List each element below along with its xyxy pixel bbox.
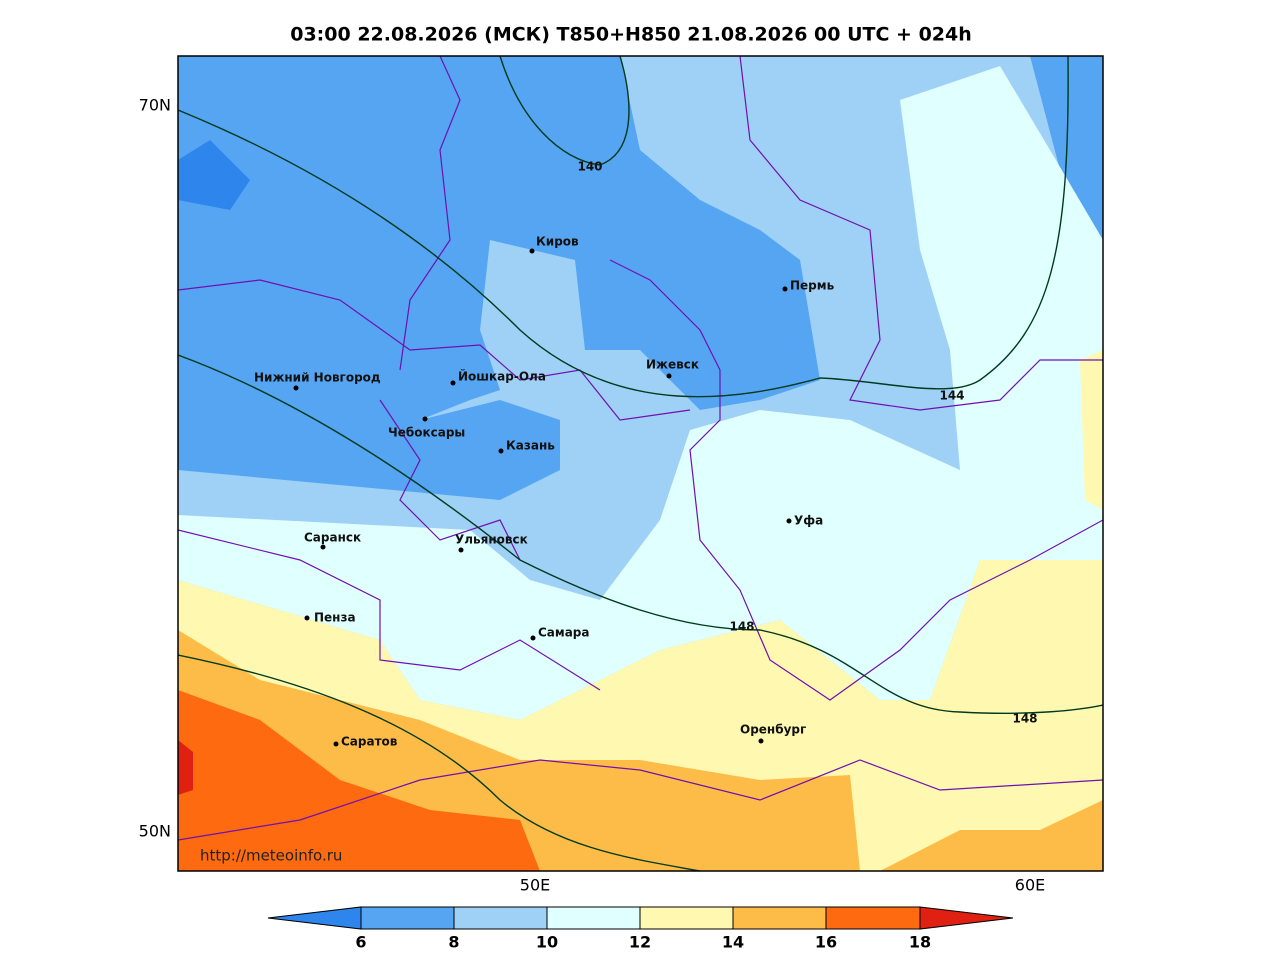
colorbar — [267, 906, 1014, 930]
contour-label: 144 — [939, 389, 964, 403]
colorbar-tick: 8 — [448, 933, 459, 952]
credit: http://meteoinfo.ru — [200, 847, 342, 865]
city-label: Саранск — [304, 531, 361, 545]
colorbar-tick: 18 — [909, 933, 931, 952]
city-label: Саратов — [341, 735, 398, 749]
city-label: Киров — [536, 235, 579, 249]
lat-label: 70N — [139, 96, 171, 115]
contour-label: 140 — [577, 160, 602, 174]
map-title: 03:00 22.08.2026 (МСК) T850+H850 21.08.2… — [290, 24, 972, 46]
city-label: Пермь — [790, 279, 835, 293]
cities: Киров Пермь Нижний Новгород Йошкар-Ола И… — [254, 235, 835, 749]
city-label: Нижний Новгород — [254, 371, 381, 385]
city-label: Уфа — [794, 514, 823, 528]
colorbar-tick: 14 — [722, 933, 744, 952]
lon-label: 50E — [520, 876, 550, 895]
temperature-field — [178, 56, 1103, 871]
colorbar-tick: 12 — [629, 933, 651, 952]
lon-label: 60E — [1015, 876, 1045, 895]
borders — [178, 56, 1103, 841]
colorbar-ticks: 6 8 10 12 14 16 18 — [355, 933, 931, 952]
city-label: Самара — [538, 626, 590, 640]
contour-label: 148 — [1012, 712, 1037, 726]
city-label: Пенза — [314, 611, 356, 625]
city-label: Йошкар-Ола — [458, 369, 546, 384]
map-frame — [177, 55, 1104, 872]
colorbar-tick: 16 — [815, 933, 837, 952]
city-label: Ульяновск — [455, 533, 528, 547]
city-label: Оренбург — [740, 723, 806, 737]
city-label: Чебоксары — [388, 426, 465, 440]
colorbar-tick: 10 — [536, 933, 558, 952]
city-label: Казань — [506, 439, 555, 453]
colorbar-tick: 6 — [355, 933, 366, 952]
city-label: Ижевск — [646, 358, 699, 372]
contours — [178, 56, 1103, 871]
lat-label: 50N — [139, 822, 171, 841]
contour-label: 148 — [729, 620, 754, 634]
